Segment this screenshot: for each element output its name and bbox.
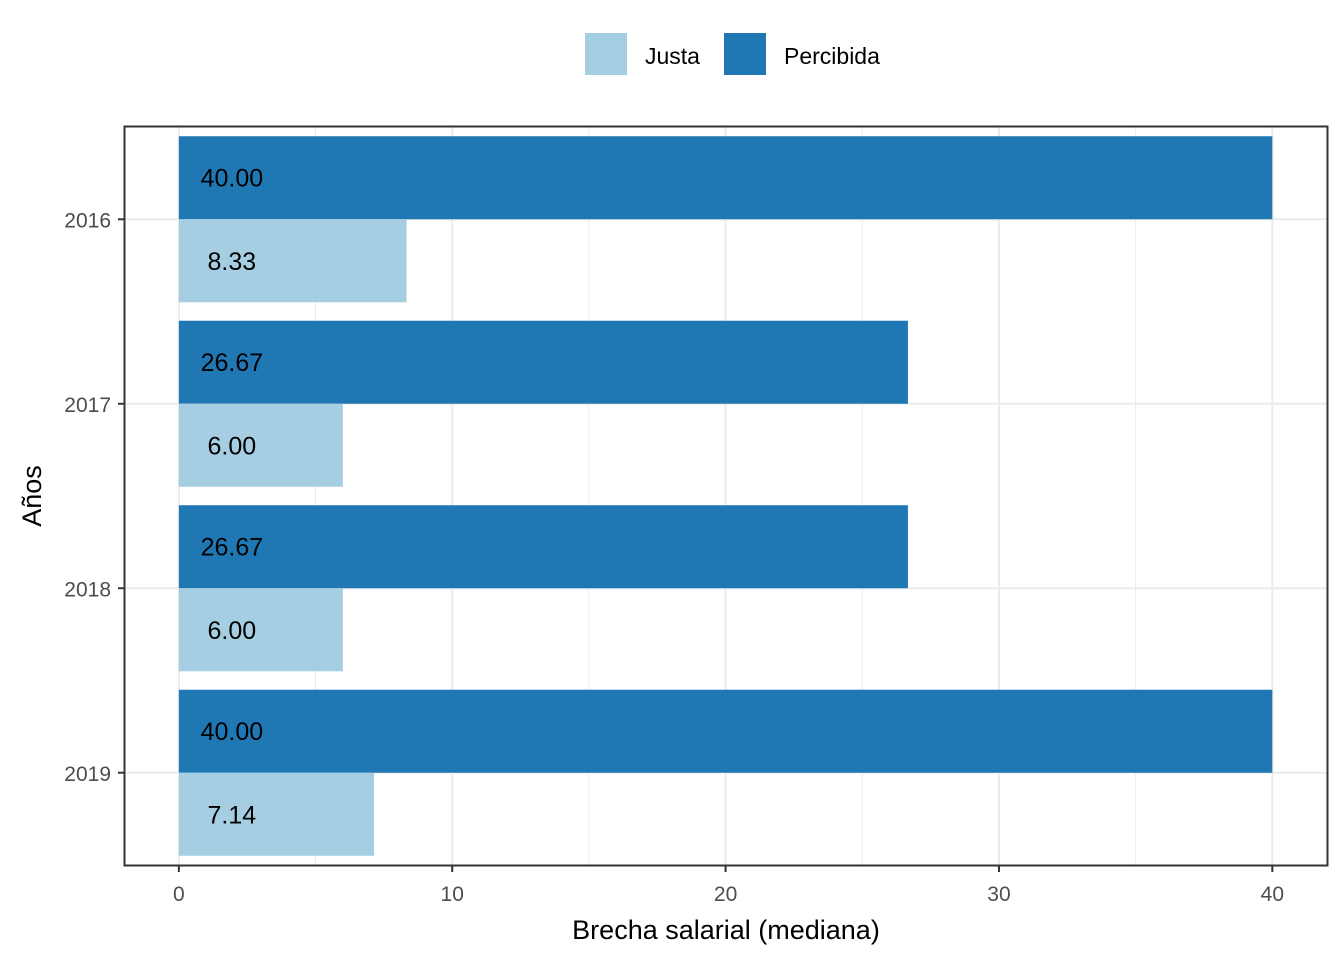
bars xyxy=(178,136,1273,856)
data-label-justa-2018: 6.00 xyxy=(208,617,257,645)
y-axis: 2016 2017 2018 2019 xyxy=(64,209,125,786)
bar-justa-2017 xyxy=(178,403,343,487)
y-tick-label: 2016 xyxy=(64,209,111,232)
data-label-justa-2017: 6.00 xyxy=(208,432,257,460)
x-tick-label: 10 xyxy=(441,883,464,906)
x-axis: 0 10 20 30 40 xyxy=(173,865,1284,906)
bar-justa-2018 xyxy=(178,588,343,672)
data-label-percibida-2018: 26.67 xyxy=(201,534,264,562)
x-tick-label: 30 xyxy=(987,883,1010,906)
legend-label-justa: Justa xyxy=(645,43,700,69)
y-tick-label: 2018 xyxy=(64,578,111,601)
x-axis-title: Brecha salarial (mediana) xyxy=(572,915,880,945)
data-label-justa-2019: 7.14 xyxy=(208,801,257,829)
y-axis-title: Años xyxy=(17,465,47,527)
data-label-percibida-2017: 26.67 xyxy=(201,349,264,377)
x-tick-label: 0 xyxy=(173,883,185,906)
bar-justa-2016 xyxy=(178,219,407,303)
data-labels: 40.00 8.33 26.67 6.00 26.67 6.00 40.00 7.14 xyxy=(201,165,264,830)
legend: Justa Percibida xyxy=(585,33,880,75)
bar-percibida-2019 xyxy=(178,689,1273,773)
x-tick-label: 40 xyxy=(1261,883,1284,906)
y-tick-label: 2019 xyxy=(64,763,111,786)
legend-key-percibida xyxy=(724,33,766,75)
data-label-percibida-2019: 40.00 xyxy=(201,718,264,746)
y-tick-label: 2017 xyxy=(64,394,111,417)
bar-justa-2019 xyxy=(178,772,375,856)
bar-percibida-2017 xyxy=(178,320,908,404)
legend-label-percibida: Percibida xyxy=(784,43,880,69)
data-label-percibida-2016: 40.00 xyxy=(201,165,264,193)
x-tick-label: 20 xyxy=(714,883,737,906)
bar-percibida-2018 xyxy=(178,505,908,589)
bar-percibida-2016 xyxy=(178,136,1273,220)
legend-key-justa xyxy=(585,33,627,75)
data-label-justa-2016: 8.33 xyxy=(208,248,257,276)
